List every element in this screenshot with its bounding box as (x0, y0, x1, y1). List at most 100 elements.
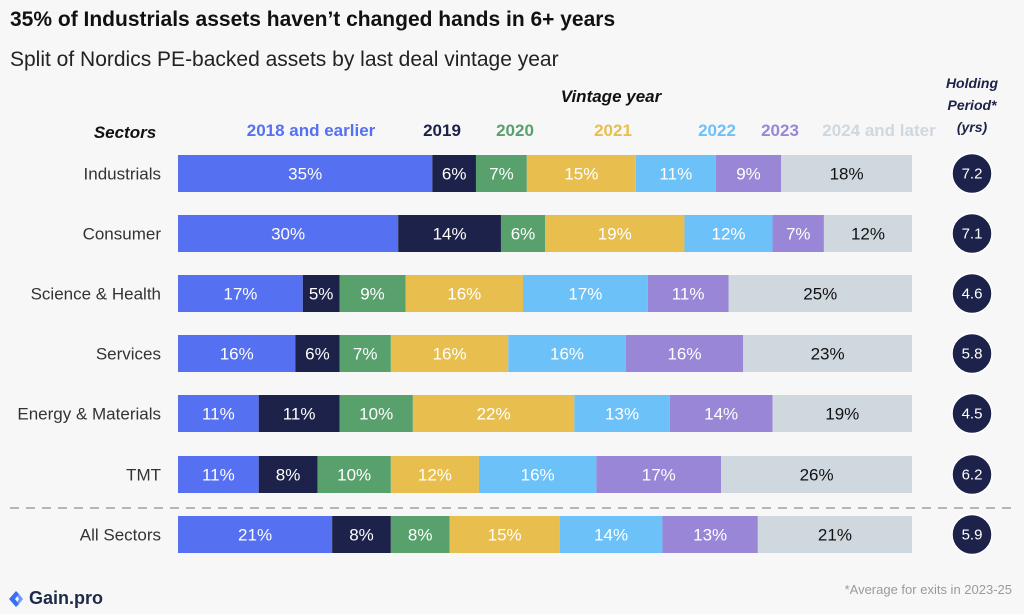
data-label-all-sectors-2020: 8% (408, 526, 433, 545)
bar-tmt-2024-and-later (721, 456, 912, 493)
chart-title: 35% of Industrials assets haven’t change… (10, 8, 616, 31)
sectors-header: Sectors (94, 123, 156, 142)
data-label-tmt-2019: 8% (276, 466, 301, 485)
data-label-science-health-2020: 9% (360, 285, 385, 304)
brand-name: Gain.pro (29, 588, 104, 608)
holding-value-services: 5.8 (962, 346, 983, 363)
bar-services-2022 (508, 335, 626, 372)
data-label-science-health-2019: 5% (309, 285, 334, 304)
data-label-energy-materials-2018-and-earlier: 11% (202, 405, 235, 424)
holding-value-industrials: 7.2 (962, 166, 983, 183)
data-label-consumer-2024-and-later: 12% (851, 225, 885, 244)
bar-all-sectors-2020 (390, 516, 450, 553)
data-label-services-2024-and-later: 23% (811, 345, 845, 364)
bars: Industrials 35% 6% 7% 15% 11% 9% 18% Consumer 30%… (17, 155, 912, 553)
data-label-consumer-2020: 6% (511, 225, 536, 244)
data-label-industrials-2022: 11% (659, 165, 692, 184)
bar-industrials-2024-and-later (781, 155, 912, 192)
holding-circle-services (951, 332, 993, 375)
category-label-tmt: TMT (126, 466, 161, 485)
bar-science-health-2024-and-later (728, 275, 912, 312)
bar-consumer-2022 (684, 215, 773, 252)
data-label-tmt-2018-and-earlier: 11% (202, 466, 235, 485)
bar-industrials-2022 (635, 155, 716, 192)
data-label-all-sectors-2022: 14% (594, 526, 628, 545)
holding-value-science-health: 4.6 (962, 286, 983, 303)
legend-label-2022: 2022 (698, 121, 736, 140)
bar-consumer-2024-and-later (823, 215, 912, 252)
data-label-energy-materials-2023: 14% (704, 405, 738, 424)
bar-services-2020 (339, 335, 391, 372)
data-label-tmt-2024-and-later: 26% (800, 466, 834, 485)
footnote: *Average for exits in 2023-25 (844, 582, 1012, 597)
chart-subtitle: Split of Nordics PE-backed assets by las… (10, 48, 559, 71)
bar-consumer-2020 (500, 215, 545, 252)
holding-header-line-3: (yrs) (957, 119, 988, 135)
bar-consumer-2018-and-earlier (178, 215, 399, 252)
gain-pro-logo-icon (9, 590, 23, 607)
data-label-industrials-2018-and-earlier: 35% (288, 165, 322, 184)
data-label-science-health-2021: 16% (447, 285, 481, 304)
data-label-consumer-2019: 14% (433, 225, 467, 244)
holding-circle-energy-materials (951, 392, 993, 435)
holding-circle-industrials (951, 152, 993, 195)
data-label-science-health-2022: 17% (568, 285, 602, 304)
data-label-tmt-2021: 12% (418, 466, 452, 485)
data-label-consumer-2018-and-earlier: 30% (271, 225, 305, 244)
bar-industrials-2019 (432, 155, 476, 192)
holding-value-tmt: 6.2 (962, 467, 983, 484)
vintage-year-header: Vintage year (561, 87, 663, 106)
bar-energy-materials-2021 (412, 395, 575, 432)
bar-all-sectors-2023 (662, 516, 758, 553)
data-label-industrials-2021: 15% (564, 165, 598, 184)
bar-energy-materials-2020 (339, 395, 413, 432)
category-label-science-health: Science & Health (31, 285, 161, 304)
bar-consumer-2019 (398, 215, 501, 252)
data-label-science-health-2018-and-earlier: 17% (223, 285, 257, 304)
bar-energy-materials-2018-and-earlier (178, 395, 259, 432)
bar-industrials-2018-and-earlier (178, 155, 433, 192)
category-label-consumer: Consumer (83, 225, 162, 244)
bar-tmt-2019 (258, 456, 318, 493)
data-label-science-health-2023: 11% (672, 285, 705, 304)
data-label-energy-materials-2020: 10% (359, 405, 393, 424)
bar-all-sectors-2021 (449, 516, 560, 553)
holding-period-column: 7.2 7.1 4.6 5.8 4.5 6.2 5.9 (951, 152, 993, 556)
category-label-all-sectors: All Sectors (80, 526, 161, 545)
data-label-all-sectors-2023: 13% (693, 526, 727, 545)
holding-circle-consumer (951, 212, 993, 255)
bar-tmt-2023 (596, 456, 722, 493)
bar-science-health-2020 (339, 275, 406, 312)
bar-industrials-2020 (475, 155, 527, 192)
data-label-tmt-2020: 10% (337, 466, 371, 485)
bar-science-health-2019 (302, 275, 340, 312)
data-label-industrials-2024-and-later: 18% (830, 165, 864, 184)
bar-tmt-2021 (390, 456, 479, 493)
holding-header-line-2: Period* (947, 97, 997, 113)
bar-energy-materials-2019 (258, 395, 340, 432)
holding-value-consumer: 7.1 (962, 226, 983, 243)
data-label-industrials-2019: 6% (442, 165, 467, 184)
bar-tmt-2018-and-earlier (178, 456, 259, 493)
bar-consumer-2023 (772, 215, 824, 252)
legend-label-2019: 2019 (423, 121, 461, 140)
brand-logo: Gain.pro (6, 588, 103, 609)
data-label-industrials-2023: 9% (736, 165, 761, 184)
bar-all-sectors-2024-and-later (757, 516, 912, 553)
holding-circle-tmt (951, 453, 993, 496)
data-label-science-health-2024-and-later: 25% (803, 285, 837, 304)
data-label-energy-materials-2019: 11% (283, 405, 316, 424)
legend-label-2018-and-earlier: 2018 and earlier (247, 121, 376, 140)
data-label-services-2022: 16% (550, 345, 584, 364)
holding-value-all-sectors: 5.9 (962, 527, 983, 544)
holding-value-energy-materials: 4.5 (962, 406, 983, 423)
bar-industrials-2021 (526, 155, 636, 192)
bar-all-sectors-2019 (332, 516, 391, 553)
data-label-all-sectors-2018-and-earlier: 21% (238, 526, 272, 545)
data-label-energy-materials-2022: 13% (605, 405, 639, 424)
legend-label-2024-and-later: 2024 and later (822, 121, 936, 140)
data-label-consumer-2022: 12% (711, 225, 745, 244)
holding-header-line-1: Holding (946, 75, 999, 91)
data-label-all-sectors-2019: 8% (349, 526, 374, 545)
